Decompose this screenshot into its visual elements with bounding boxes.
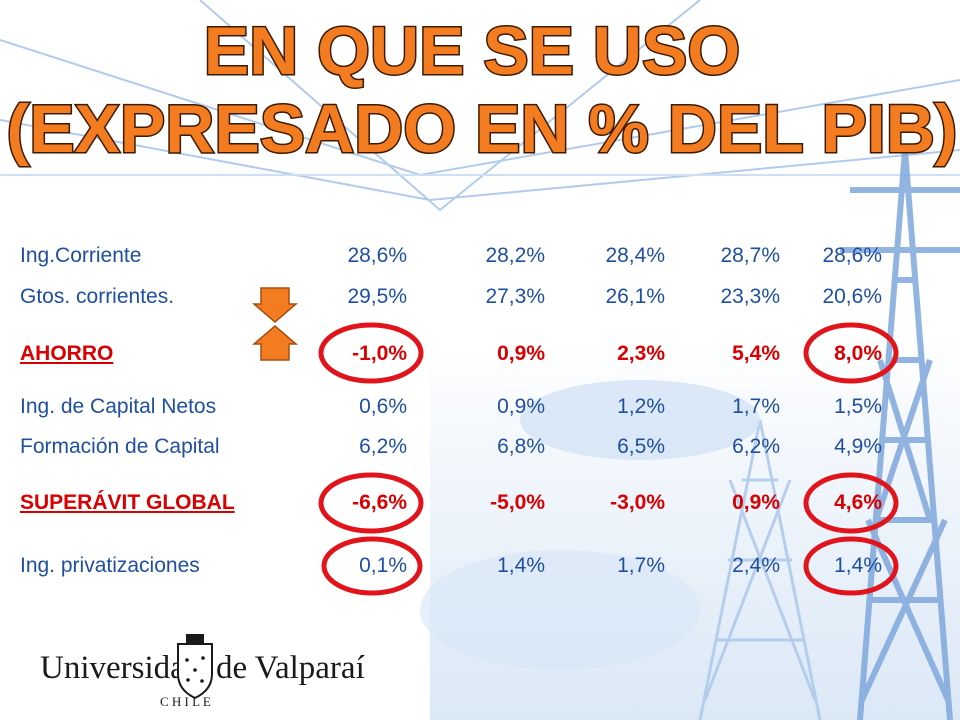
cell-value: 6,8% <box>497 435 545 458</box>
cell-value: 6,5% <box>617 435 665 458</box>
table-row: Gtos. corrientes. 29,5% 27,3% 26,1% 23,3… <box>0 282 960 312</box>
cell-value: 0,6% <box>359 395 407 418</box>
cell-value: 2,3% <box>617 342 665 365</box>
down-up-arrows-icon <box>252 287 298 361</box>
table-row: Ing. de Capital Netos 0,6% 0,9% 1,2% 1,7… <box>0 392 960 422</box>
cell-value: 5,4% <box>732 342 780 365</box>
cell-value: 1,2% <box>617 395 665 418</box>
cell-value: 4,9% <box>834 435 882 458</box>
title-line-2: (EXPRESADO EN % DEL PIB) <box>7 91 958 167</box>
cell-value: 6,2% <box>732 435 780 458</box>
row-label: Gtos. corrientes. <box>20 285 175 308</box>
row-label: Ing. de Capital Netos <box>20 395 217 418</box>
logo-country: C H I L E <box>160 694 211 709</box>
cell-value: 1,7% <box>732 395 780 418</box>
cell-value: 1,4% <box>834 554 882 577</box>
cell-value: 27,3% <box>485 285 545 308</box>
cell-value: 6,2% <box>359 435 407 458</box>
row-label: Ing. privatizaciones <box>20 554 200 577</box>
cell-value: 0,1% <box>359 554 407 577</box>
table-row-highlight: SUPERÁVIT GLOBAL -6,6% -5,0% -3,0% 0,9% … <box>0 488 960 518</box>
table-row-highlight: AHORRO -1,0% 0,9% 2,3% 5,4% 8,0% <box>0 339 960 369</box>
slide-title: EN QUE SE USO (EXPRESADO EN % DEL PIB) <box>5 12 959 169</box>
row-label: Ing.Corriente <box>20 244 142 267</box>
university-seal-icon <box>177 634 213 700</box>
cell-value: 29,5% <box>347 285 407 308</box>
cell-value: 8,0% <box>834 342 882 365</box>
cell-value: -3,0% <box>610 491 665 514</box>
cell-value: -1,0% <box>352 342 407 365</box>
logo-text-right: de Valparaíso <box>216 650 366 686</box>
cell-value: 28,6% <box>822 244 882 267</box>
cell-value: 23,3% <box>720 285 780 308</box>
cell-value: 28,4% <box>605 244 665 267</box>
table-row: Ing. privatizaciones 0,1% 1,4% 1,7% 2,4%… <box>0 551 960 581</box>
cell-value: 1,5% <box>834 395 882 418</box>
cell-value: 28,7% <box>720 244 780 267</box>
cell-value: 4,6% <box>834 491 882 514</box>
row-label-superavit: SUPERÁVIT GLOBAL <box>20 491 235 514</box>
cell-value: 0,9% <box>497 342 545 365</box>
cell-value: -6,6% <box>352 491 407 514</box>
cell-value: 0,9% <box>497 395 545 418</box>
title-line-1: EN QUE SE USO <box>204 13 741 89</box>
cell-value: -5,0% <box>490 491 545 514</box>
table-row: Ing.Corriente 28,6% 28,2% 28,4% 28,7% 28… <box>0 241 960 271</box>
cell-value: 26,1% <box>605 285 665 308</box>
cell-value: 2,4% <box>732 554 780 577</box>
cell-value: 1,4% <box>497 554 545 577</box>
cell-value: 0,9% <box>732 491 780 514</box>
cell-value: 20,6% <box>822 285 882 308</box>
row-label: Formación de Capital <box>20 435 220 458</box>
row-label-ahorro: AHORRO <box>20 342 114 365</box>
cell-value: 28,2% <box>485 244 545 267</box>
table-row: Formación de Capital 6,2% 6,8% 6,5% 6,2%… <box>0 432 960 462</box>
logo-text-left: Universidad <box>40 650 202 686</box>
cell-value: 28,6% <box>347 244 407 267</box>
cell-value: 1,7% <box>617 554 665 577</box>
university-logo: Universidad de Valparaíso C H I L E <box>40 634 366 709</box>
